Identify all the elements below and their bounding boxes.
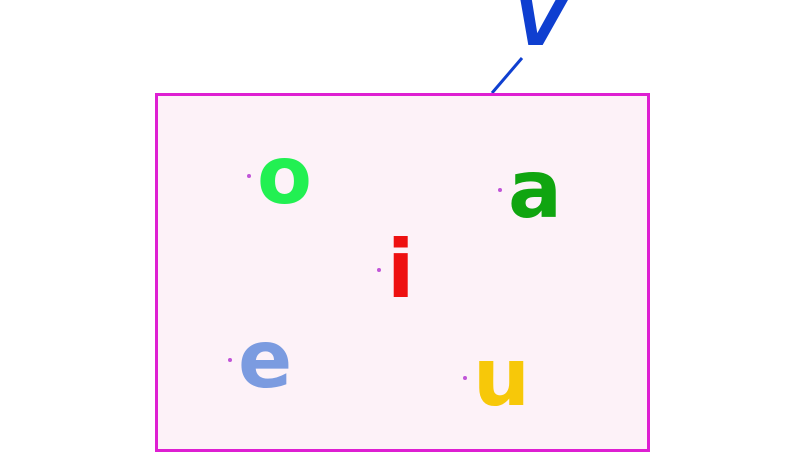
element-marker-dot <box>377 268 381 272</box>
element-e: e <box>228 320 292 400</box>
element-marker-dot <box>247 174 251 178</box>
element-letter-a: a <box>508 143 562 236</box>
element-o: o <box>247 136 312 216</box>
element-letter-i: i <box>387 223 415 316</box>
set-label: V <box>515 0 565 61</box>
element-marker-dot <box>463 376 467 380</box>
element-letter-o: o <box>257 129 312 222</box>
element-letter-u: u <box>473 331 530 424</box>
element-i: i <box>377 230 414 310</box>
set-box <box>155 93 650 452</box>
element-marker-dot <box>228 358 232 362</box>
element-marker-dot <box>498 188 502 192</box>
element-letter-e: e <box>238 313 293 406</box>
element-u: u <box>463 338 530 418</box>
element-a: a <box>498 150 562 230</box>
